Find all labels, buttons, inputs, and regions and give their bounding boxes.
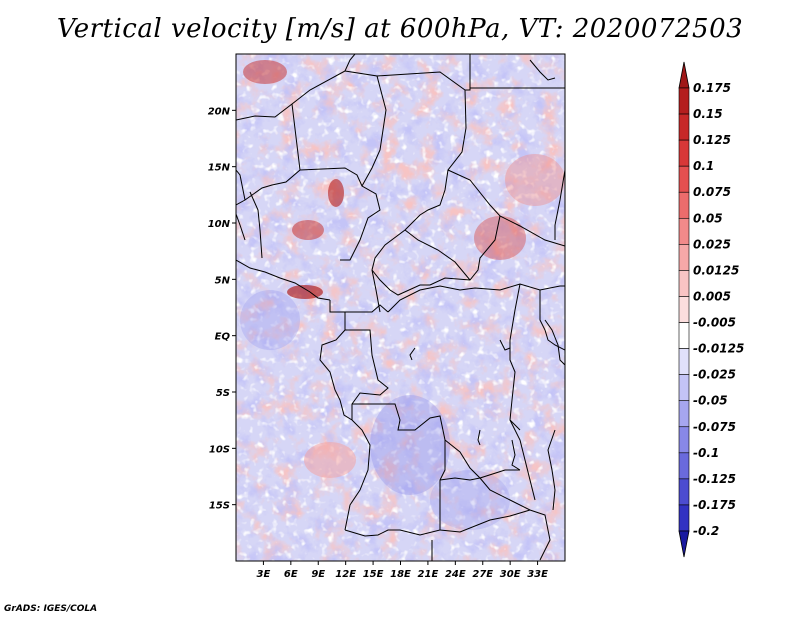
- colorbar-label: -0.025: [693, 368, 736, 382]
- colorbar-label: 0.025: [693, 237, 731, 251]
- colorbar-label: -0.125: [693, 472, 736, 486]
- colorbar-swatch: [678, 191, 690, 219]
- colorbar-swatch: [678, 478, 690, 506]
- colorbar-swatch: [678, 244, 690, 271]
- colorbar-swatch: [678, 139, 690, 167]
- colorbar-label: 0.125: [693, 133, 731, 147]
- colorbar-swatch: [678, 217, 690, 245]
- colorbar-label: -0.05: [693, 394, 728, 408]
- upward-motion-cluster: [474, 216, 526, 260]
- colorbar-swatch: [678, 348, 690, 375]
- lon-tick-label: 18E: [390, 569, 411, 580]
- lon-tick-label: 3E: [257, 569, 271, 580]
- colorbar-swatch: [678, 426, 690, 454]
- downward-motion-cluster: [430, 470, 510, 530]
- downward-motion-cluster: [370, 395, 450, 495]
- colorbar-swatch: [678, 452, 690, 480]
- lon-tick-label: 21E: [418, 569, 439, 580]
- upward-motion-cluster: [304, 442, 356, 478]
- country-borders: [236, 54, 565, 561]
- lon-tick-label: 15E: [363, 569, 384, 580]
- colorbar-label: 0.005: [693, 289, 731, 303]
- lon-tick-label: 33E: [527, 569, 548, 580]
- colorbar-swatch: [678, 322, 690, 349]
- colorbar-label: 0.15: [693, 107, 723, 121]
- colorbar-swatch: [678, 87, 690, 115]
- colorbar-min-arrow: [678, 530, 690, 558]
- colorbar-label: -0.1: [693, 446, 719, 460]
- lat-tick-label: 15N: [208, 163, 231, 174]
- lon-tick-label: 6E: [284, 569, 298, 580]
- lat-tick-label: 5N: [215, 275, 231, 286]
- plot-title: Vertical velocity [m/s] at 600hPa, VT: 2…: [56, 14, 744, 44]
- colorbar-swatch: [678, 165, 690, 193]
- colorbar-swatch: [678, 374, 690, 402]
- upward-motion-cluster: [328, 179, 344, 207]
- colorbar-swatch: [678, 504, 690, 532]
- lat-tick-label: EQ: [215, 332, 231, 343]
- colorbar-swatch: [678, 270, 690, 297]
- lat-tick-label: 20N: [208, 106, 231, 117]
- upward-motion-cluster: [287, 285, 323, 299]
- lat-tick-label: 10N: [208, 219, 231, 230]
- software-credit: GrADS: IGES/COLA: [4, 604, 98, 614]
- upward-motion-cluster: [243, 60, 287, 84]
- colorbar-max-arrow: [678, 61, 690, 89]
- colorbar-swatch: [678, 296, 690, 323]
- lat-tick-label: 15S: [209, 501, 230, 512]
- downward-motion-cluster: [240, 290, 300, 350]
- lat-tick-label: 5S: [216, 388, 230, 399]
- colorbar-label: 0.175: [693, 81, 731, 95]
- upward-motion-cluster: [505, 154, 565, 206]
- colorbar-label: -0.075: [693, 420, 736, 434]
- lon-tick-label: 24E: [445, 569, 466, 580]
- upward-motion-cluster: [292, 220, 324, 240]
- field-neutral-speckle: [236, 54, 565, 561]
- colorbar-label: -0.005: [693, 316, 736, 330]
- colorbar-swatch: [678, 113, 690, 141]
- map-panel: [236, 54, 565, 561]
- lon-tick-label: 30E: [500, 569, 521, 580]
- lat-tick-label: 10S: [209, 444, 230, 455]
- lon-tick-label: 27E: [472, 569, 493, 580]
- colorbar-label: -0.0125: [693, 342, 744, 356]
- colorbar-label: 0.05: [693, 211, 723, 225]
- colorbar-swatch: [678, 400, 690, 428]
- colorbar-label: 0.0125: [693, 263, 739, 277]
- colorbar-label: 0.075: [693, 185, 731, 199]
- longitude-axis: 3E 6E 9E 12E 15E 18E 21E 24E 27E 30E 33E: [257, 561, 548, 580]
- colorbar-label: 0.1: [693, 159, 714, 173]
- lon-tick-label: 9E: [311, 569, 325, 580]
- colorbar: 0.175 0.15 0.125 0.1 0.075 0.05 0.025 0.0125 0.0…: [678, 61, 744, 558]
- latitude-axis: 20N 15N 10N 5N EQ 5S 10S 15S: [208, 106, 236, 512]
- colorbar-label: -0.175: [693, 498, 736, 512]
- colorbar-label: -0.2: [693, 524, 719, 538]
- lon-tick-label: 12E: [335, 569, 356, 580]
